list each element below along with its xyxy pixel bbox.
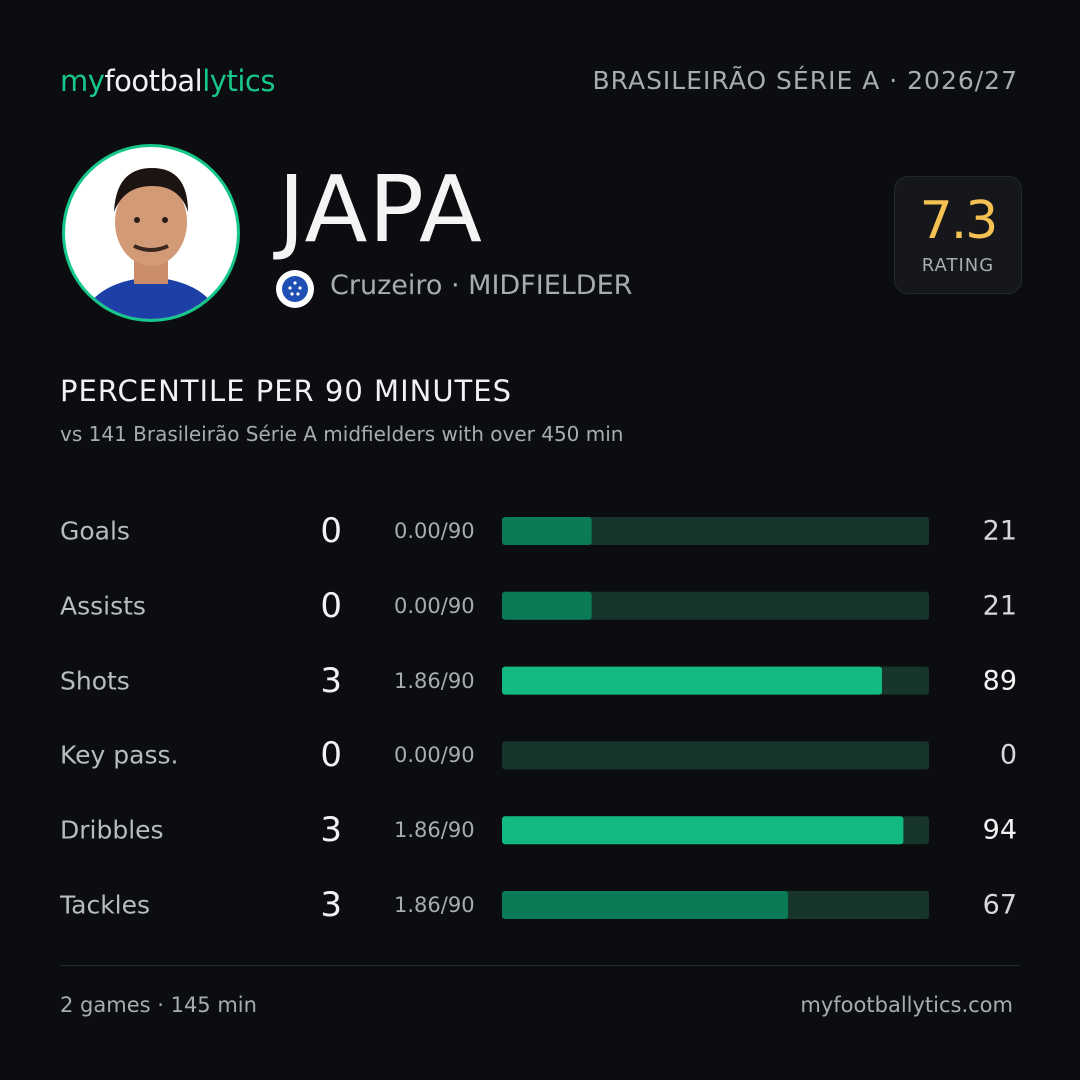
stat-total: 0 <box>320 511 342 551</box>
competition: BRASILEIRÃO SÉRIE A · 2026/27 <box>592 66 1018 95</box>
bar-track <box>502 741 929 770</box>
bar <box>502 891 789 919</box>
stat-per90: 0.00/90 <box>394 743 475 768</box>
position: · MIDFIELDER <box>450 270 633 301</box>
stat-total: 3 <box>320 810 342 851</box>
percentile-label: 21 <box>982 515 1017 547</box>
brand-part: my <box>60 64 105 98</box>
club-logo <box>276 270 314 308</box>
bar <box>502 591 592 620</box>
bar <box>502 816 904 845</box>
stat-total: 0 <box>320 735 342 776</box>
bar <box>502 666 883 695</box>
stat-label: Key pass. <box>60 740 179 770</box>
percentile-label: 0 <box>999 739 1017 771</box>
stat-label: Goals <box>60 516 130 546</box>
stat-total: 3 <box>320 885 342 925</box>
brand-part: lytics <box>202 64 275 98</box>
club: Cruzeiro <box>330 270 443 301</box>
player-photo <box>62 144 240 322</box>
section-subtitle: vs 141 Brasileirão Série A midfielders w… <box>60 422 624 446</box>
bar-track <box>502 591 929 620</box>
stat-label: Dribbles <box>60 815 164 845</box>
stat-label: Tackles <box>60 890 151 920</box>
rating-label: RATING <box>921 255 995 276</box>
brand-part: footbal <box>104 64 203 98</box>
percentile-label: 89 <box>982 665 1017 697</box>
divider <box>60 965 1020 966</box>
percentile-label: 21 <box>982 590 1017 622</box>
section-title: PERCENTILE PER 90 MINUTES <box>60 374 512 408</box>
footer-site: myfootballytics.com <box>800 993 1013 1017</box>
stat-label: Shots <box>60 666 130 696</box>
rating-box: 7.3 RATING <box>894 176 1022 294</box>
stat-per90: 1.86/90 <box>394 668 475 693</box>
bar-track <box>502 517 929 545</box>
stat-per90: 0.00/90 <box>394 519 475 543</box>
stat-label: Assists <box>60 591 146 621</box>
rating: 7.3 <box>919 191 999 251</box>
stat-total: 3 <box>320 660 342 701</box>
percentile-label: 94 <box>982 814 1017 846</box>
footer-summary: 2 games · 145 min <box>60 993 257 1017</box>
stat-per90: 0.00/90 <box>394 593 475 618</box>
bar <box>502 517 592 545</box>
stat-per90: 1.86/90 <box>394 893 475 917</box>
player-name: JAPA <box>278 156 483 263</box>
percentile-label: 67 <box>982 889 1017 921</box>
stat-total: 0 <box>320 585 342 626</box>
club-line: Cruzeiro · MIDFIELDER <box>330 270 632 301</box>
stat-per90: 1.86/90 <box>394 818 475 843</box>
brand: myfootballytics <box>60 64 275 98</box>
